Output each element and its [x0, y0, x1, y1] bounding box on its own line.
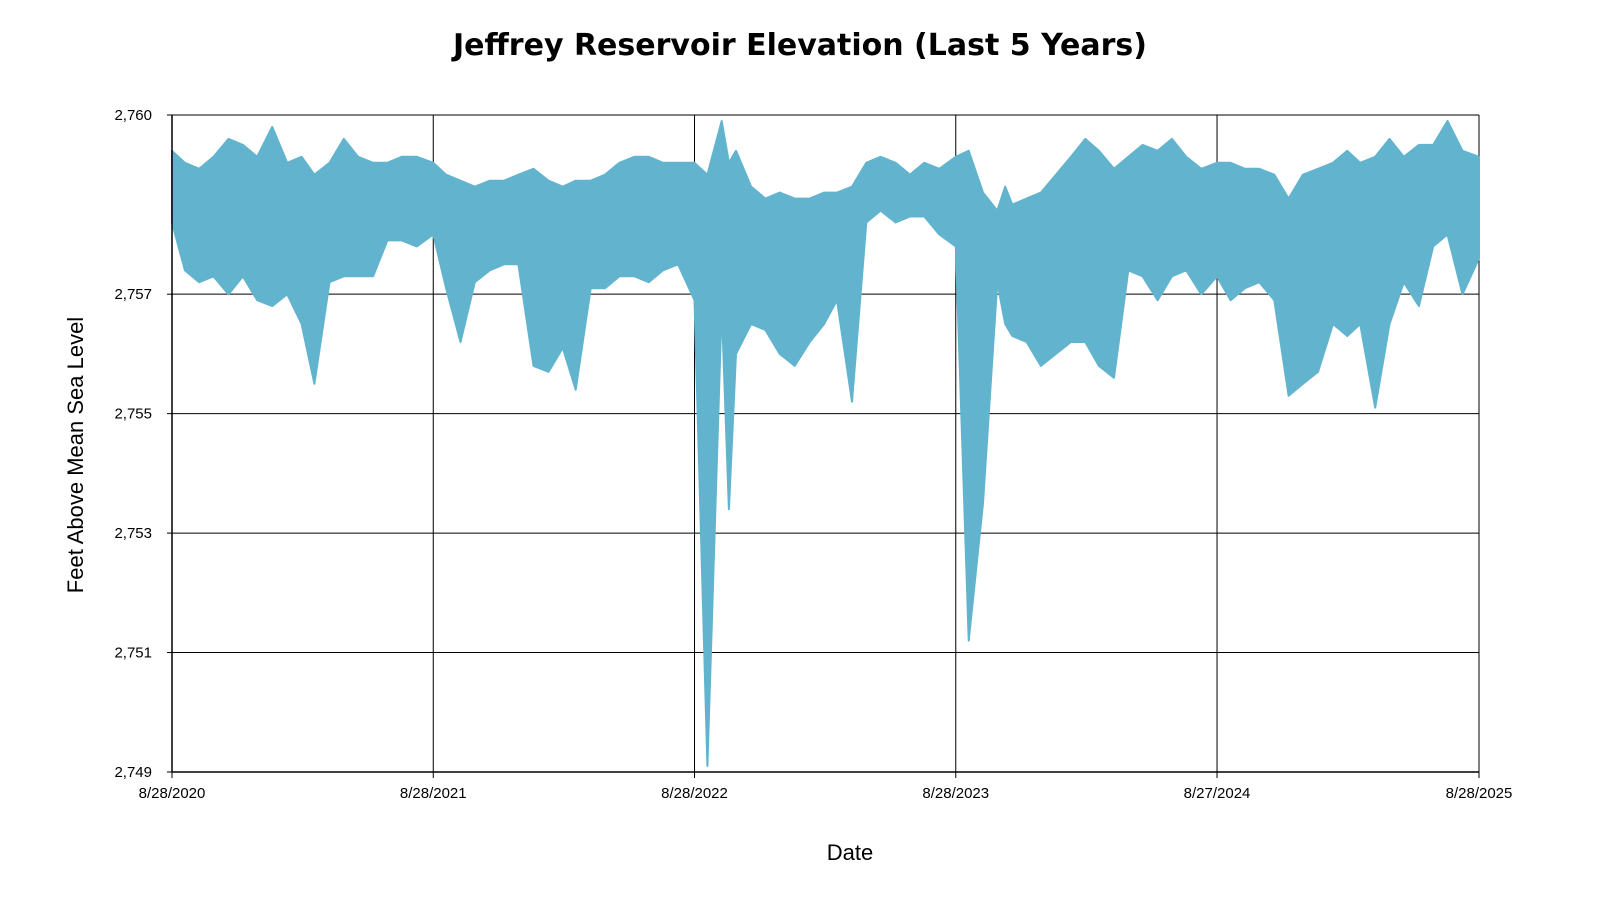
y-tick-label: 2,755	[114, 406, 152, 423]
y-tick-label: 2,757	[114, 286, 152, 303]
x-tick-label: 8/28/2022	[661, 785, 728, 802]
series-elevation-band	[171, 120, 1480, 767]
x-tick-label: 8/28/2023	[922, 785, 989, 802]
x-tick-label: 8/28/2021	[400, 785, 467, 802]
y-tick-label: 2,760	[114, 107, 152, 124]
x-tick-label: 8/28/2025	[1446, 785, 1513, 802]
x-tick-label: 8/27/2024	[1184, 785, 1251, 802]
y-tick-label: 2,753	[114, 525, 152, 542]
y-tick-label: 2,751	[114, 645, 152, 662]
x-axis-title: Date	[826, 840, 874, 865]
chart-title: Jeffrey Reservoir Elevation (Last 5 Year…	[453, 28, 1147, 63]
y-tick-label: 2,749	[114, 764, 152, 781]
x-tick-label: 8/28/2020	[139, 785, 206, 802]
